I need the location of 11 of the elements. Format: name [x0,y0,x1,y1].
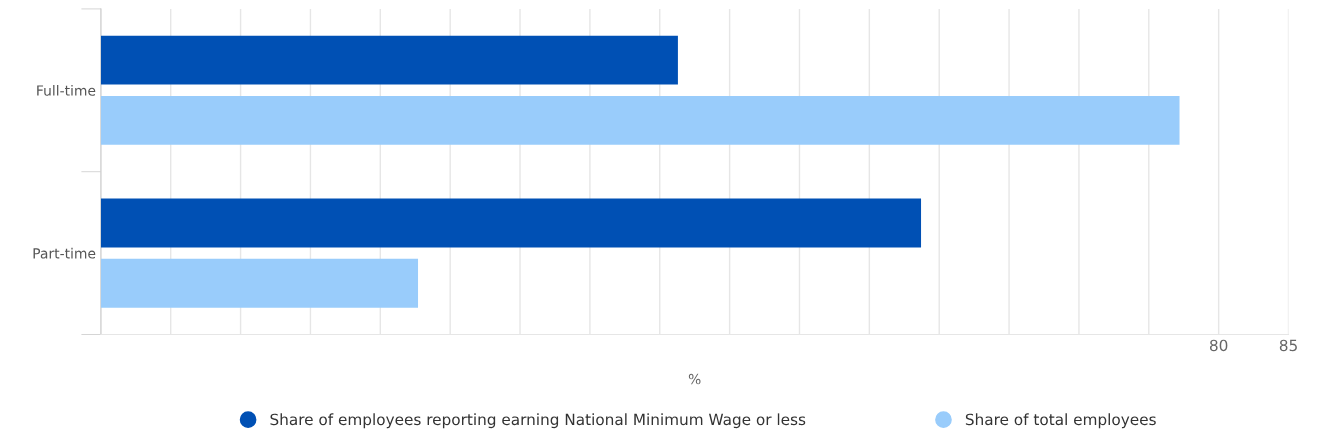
y-tick-label: Part-time [33,247,96,259]
legend-label: Share of total employees [965,413,1156,429]
x-axis-title: % [688,373,701,385]
y-tick-label: Full-time [37,85,96,96]
bar [100,258,419,308]
bar [100,198,922,248]
x-tick-label: 85 [1279,339,1297,352]
bar [100,35,678,85]
bar [100,96,1180,145]
x-tick-label: 80 [1209,339,1228,352]
legend-label: Share of employees reporting earning National Minimum Wage or less [270,413,806,429]
